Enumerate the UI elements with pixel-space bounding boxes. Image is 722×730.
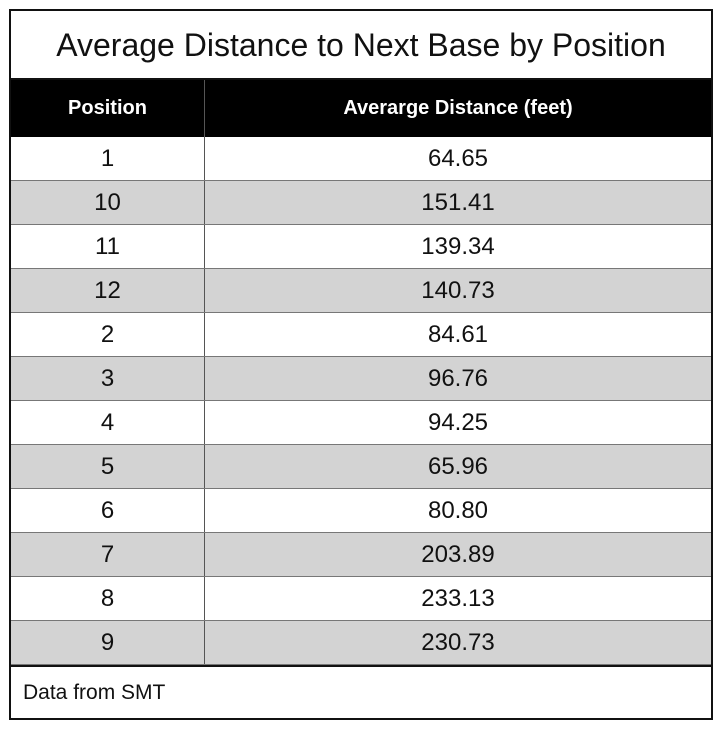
distance-cell: 94.25	[427, 409, 489, 436]
position-cell: 9	[11, 621, 205, 664]
distance-cell: 203.89	[421, 541, 495, 568]
position-cell: 8	[11, 577, 205, 620]
distance-cell: 233.13	[421, 585, 495, 612]
table-row: 1 64.65	[11, 137, 711, 181]
distance-cell: 230.73	[421, 629, 495, 656]
header-distance: Averarge Distance (feet)	[343, 97, 573, 119]
position-cell: 3	[11, 357, 205, 400]
position-cell: 2	[11, 313, 205, 356]
table-row: 4 94.25	[11, 401, 711, 445]
table-body: 1 64.65 10 151.41 11 139.34 12 140.73 2 84.61 3 96.…	[11, 137, 711, 665]
distance-cell: 139.34	[421, 233, 495, 260]
distance-cell: 80.80	[427, 497, 489, 524]
distance-cell: 96.76	[427, 365, 489, 392]
table-row: 6 80.80	[11, 489, 711, 533]
distance-cell: 84.61	[427, 321, 489, 348]
table-row: 2 84.61	[11, 313, 711, 357]
position-cell: 5	[11, 445, 205, 488]
position-cell: 1	[11, 137, 205, 180]
distance-cell: 64.65	[427, 145, 489, 172]
table-row: 12 140.73	[11, 269, 711, 313]
distance-cell: 140.73	[421, 277, 495, 304]
position-cell: 11	[11, 225, 205, 268]
table-row: 8 233.13	[11, 577, 711, 621]
table-footnote: Data from SMT	[11, 665, 711, 718]
distance-cell: 151.41	[421, 189, 495, 216]
header-position: Position	[11, 80, 205, 137]
position-cell: 7	[11, 533, 205, 576]
table-row: 5 65.96	[11, 445, 711, 489]
position-cell: 6	[11, 489, 205, 532]
table-row: 9 230.73	[11, 621, 711, 665]
table-header: Position Averarge Distance (feet)	[11, 80, 711, 137]
table-row: 10 151.41	[11, 181, 711, 225]
table-title: Average Distance to Next Base by Positio…	[11, 11, 711, 80]
table-row: 7 203.89	[11, 533, 711, 577]
distance-cell: 65.96	[427, 453, 489, 480]
table-row: 11 139.34	[11, 225, 711, 269]
position-cell: 12	[11, 269, 205, 312]
table-frame: Average Distance to Next Base by Positio…	[9, 9, 713, 720]
table-row: 3 96.76	[11, 357, 711, 401]
position-cell: 4	[11, 401, 205, 444]
position-cell: 10	[11, 181, 205, 224]
